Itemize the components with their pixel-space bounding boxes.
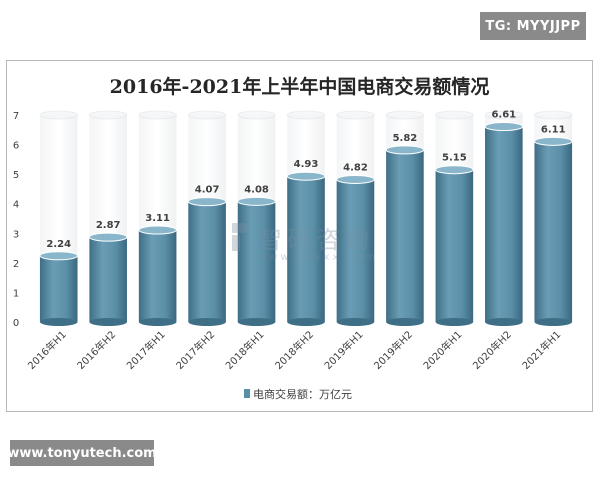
bar-background-cap	[138, 110, 177, 120]
value-label: 3.11	[145, 213, 170, 224]
x-tick-label: 2017年H1	[124, 328, 168, 372]
bar-base	[485, 318, 523, 326]
value-label: 4.08	[244, 184, 269, 195]
value-label: 4.93	[294, 159, 319, 170]
bar	[237, 201, 276, 322]
bar-top	[435, 165, 474, 175]
y-tick-label: 7	[13, 111, 19, 122]
x-axis-labels: 2016年H1 2016年H2 2017年H1 2017年H2 2018年H1 2018年…	[25, 328, 564, 372]
bar-base	[435, 318, 474, 326]
bar-base	[89, 318, 127, 326]
bar-top	[88, 232, 128, 242]
value-label: 2.24	[46, 239, 71, 250]
footer-url-badge: www.tonyutech.com	[7, 440, 157, 466]
bar-base	[237, 318, 276, 326]
bar-top	[286, 171, 326, 181]
y-tick-label: 5	[13, 170, 19, 181]
bar-top	[385, 145, 425, 155]
bar	[534, 141, 573, 322]
bar-background-cap	[336, 110, 375, 120]
tg-badge: TG: MYYJJPP	[480, 12, 586, 40]
x-tick-label: 2019年H1	[321, 328, 365, 372]
bar	[336, 179, 375, 322]
x-tick-label: 2018年H1	[223, 328, 267, 372]
bar-background-cap	[385, 110, 425, 120]
bar-top	[533, 136, 573, 146]
bar-background-cap	[534, 110, 573, 120]
x-tick-label: 2017年H2	[173, 328, 217, 372]
bar	[287, 176, 325, 322]
y-tick-label: 6	[13, 141, 19, 152]
bar-top	[39, 251, 79, 261]
bar	[138, 230, 177, 322]
bar	[386, 149, 424, 322]
bar-background-cap	[435, 110, 474, 120]
y-tick-label: 3	[13, 229, 19, 240]
value-label: 5.82	[393, 133, 418, 144]
value-labels: 2.24 2.87 3.11 4.07 4.08 4.93 4.82 5.82 5.15 6.61…	[46, 110, 565, 250]
y-tick-label: 0	[13, 318, 19, 329]
y-axis-ticks: 0 1 2 3 4 5 6 7	[13, 111, 19, 329]
bar-base	[39, 318, 78, 326]
legend-label: 电商交易额：万亿元	[253, 387, 352, 401]
x-tick-label: 2019年H2	[371, 328, 415, 372]
bar-background-cap	[187, 110, 227, 120]
chart-title: 2016年-2021年上半年中国电商交易额情况	[109, 76, 490, 98]
x-tick-label: 2020年H1	[420, 328, 464, 372]
value-label: 4.07	[195, 185, 220, 196]
bar	[89, 237, 127, 322]
value-label: 6.61	[491, 110, 516, 121]
value-label: 2.87	[96, 220, 121, 231]
bar-top	[237, 196, 276, 206]
x-tick-label: 2021年H1	[519, 328, 563, 372]
bar-base	[336, 318, 375, 326]
bar-base	[287, 318, 325, 326]
x-tick-label: 2020年H2	[470, 328, 514, 372]
x-tick-label: 2016年H2	[74, 328, 118, 372]
value-label: 4.82	[343, 162, 368, 173]
bar-background-cap	[484, 110, 524, 120]
bar-base	[386, 318, 424, 326]
y-tick-label: 1	[13, 288, 19, 299]
value-label: 6.11	[541, 124, 566, 135]
bar-base	[188, 318, 226, 326]
bar-top	[484, 122, 524, 132]
legend: 电商交易额：万亿元	[244, 387, 352, 401]
bar	[435, 169, 474, 322]
bar-background-cap	[39, 110, 78, 120]
bar	[485, 126, 523, 322]
x-tick-label: 2016年H1	[25, 328, 69, 372]
bar-top	[187, 197, 227, 207]
bar-background-cap	[88, 110, 128, 120]
value-label: 5.15	[442, 153, 467, 164]
x-tick-label: 2018年H2	[272, 328, 316, 372]
bar-background-cap	[237, 110, 276, 120]
y-tick-label: 2	[13, 259, 19, 270]
bar-background-cap	[286, 110, 326, 120]
bar-top	[138, 225, 177, 235]
legend-swatch	[244, 389, 250, 398]
bar-base	[138, 318, 177, 326]
bar-base	[534, 318, 573, 326]
bar	[188, 201, 226, 322]
bar-top	[336, 174, 375, 184]
bar	[39, 255, 78, 322]
bars	[39, 122, 573, 326]
y-tick-label: 4	[13, 200, 19, 211]
